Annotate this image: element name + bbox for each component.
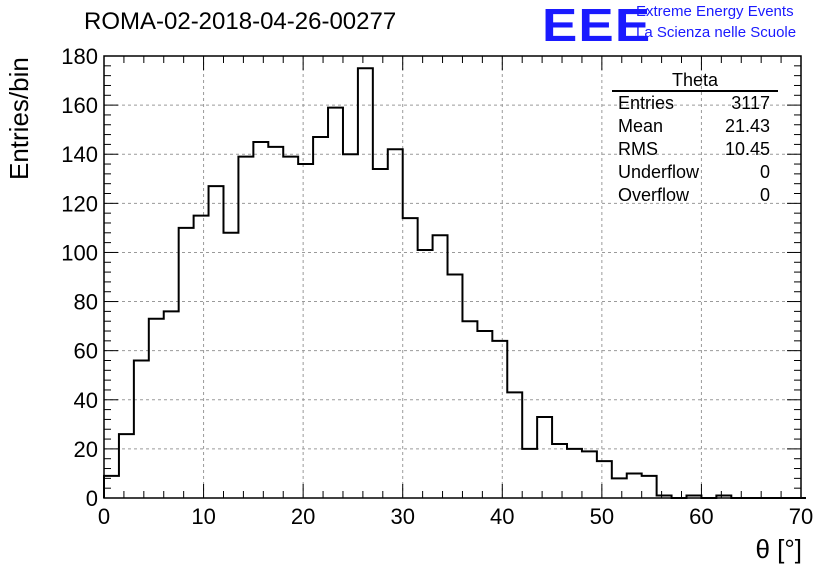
- eee-logo: EEE: [542, 0, 652, 51]
- x-tick-label: 0: [98, 504, 110, 529]
- x-tick-label: 60: [689, 504, 713, 529]
- histogram-bin: [433, 235, 448, 498]
- y-tick-label: 100: [61, 240, 98, 265]
- histogram-bin: [567, 449, 582, 498]
- stats-value: 0: [759, 162, 770, 182]
- histogram-bin: [358, 68, 373, 498]
- histogram-bin: [119, 434, 134, 498]
- stats-row: Entries 3117: [612, 92, 778, 115]
- stats-row: Underflow 0: [612, 161, 778, 184]
- y-tick-label: 140: [61, 142, 98, 167]
- plot-frame: [103, 55, 802, 499]
- histogram-bin: [418, 250, 433, 498]
- logo-line-2: La Scienza nelle Scuole: [636, 24, 797, 41]
- x-tick-label: 10: [191, 504, 215, 529]
- histogram-bin: [582, 451, 597, 498]
- histogram-bin: [343, 154, 358, 498]
- y-tick-label: 40: [74, 388, 98, 413]
- y-tick-label: 80: [74, 290, 98, 315]
- histogram-bin: [612, 478, 627, 498]
- stats-label: Mean: [618, 116, 664, 136]
- stats-row: Overflow 0: [612, 184, 778, 207]
- grid: [104, 56, 801, 498]
- histogram-bin: [537, 417, 552, 498]
- stats-label: Underflow: [618, 162, 700, 182]
- histogram-outline: [103, 67, 806, 499]
- stats-value: 0: [759, 185, 770, 205]
- histogram-bin: [253, 142, 268, 498]
- histogram-bin: [477, 331, 492, 498]
- histogram-bin: [448, 275, 463, 498]
- x-tick-label: 20: [291, 504, 315, 529]
- histogram-bin: [462, 321, 477, 498]
- chart-title: ROMA-02-2018-04-26-00277: [84, 8, 397, 35]
- histogram-bin: [179, 228, 194, 498]
- histogram-bin: [552, 444, 567, 498]
- stats-row: Mean 21.43: [612, 115, 778, 138]
- y-tick-label: 160: [61, 93, 98, 118]
- stats-box: Theta Entries 3117 Mean 21.43 RMS 10.45 Underf…: [612, 70, 778, 207]
- stats-rows: Entries 3117 Mean 21.43 RMS 10.45 Underflow 0 Ov…: [612, 92, 778, 207]
- histogram-bin: [194, 216, 209, 498]
- histogram-bin: [149, 319, 164, 498]
- y-tick-label: 60: [74, 339, 98, 364]
- histogram-bin: [209, 186, 224, 498]
- x-tick-label: 30: [390, 504, 414, 529]
- histogram-bin: [134, 360, 149, 498]
- stats-label: Overflow: [618, 185, 690, 205]
- histogram-bin: [164, 311, 179, 498]
- histogram-bin: [283, 157, 298, 498]
- histogram-bin: [298, 164, 313, 498]
- histogram-bin: [223, 233, 238, 498]
- stats-row: RMS 10.45: [612, 138, 778, 161]
- stats-label: Entries: [618, 93, 675, 113]
- histogram-bin: [507, 392, 522, 498]
- stats-value: 21.43: [724, 116, 770, 136]
- y-tick-label: 0: [86, 486, 98, 511]
- x-tick-label: 50: [590, 504, 614, 529]
- histogram-bin: [313, 137, 328, 498]
- histogram-bin: [268, 147, 283, 498]
- y-axis-label: Entries/bin: [4, 57, 34, 180]
- logo-line-1: Extreme Energy Events: [636, 3, 794, 20]
- axes: [103, 55, 802, 499]
- histogram-bin: [403, 218, 418, 498]
- stats-value: 3117: [731, 93, 770, 113]
- histogram-bin: [597, 461, 612, 498]
- stats-label: RMS: [618, 139, 658, 159]
- histogram-bin: [642, 476, 657, 498]
- histogram-bin: [238, 157, 253, 498]
- histogram-bin: [328, 108, 343, 498]
- histogram-bin: [627, 473, 642, 498]
- y-tick-label: 180: [61, 44, 98, 69]
- histogram-bin: [388, 149, 403, 498]
- histogram-series: [103, 67, 806, 499]
- stats-value: 10.45: [724, 139, 770, 159]
- stats-title: Theta: [612, 70, 778, 92]
- histogram-bin: [492, 341, 507, 498]
- histogram-bin: [522, 449, 537, 498]
- tick-labels: 0 10 20 30 40 50 60 70 0 20 40 60 80 100 120 140 160 180: [61, 44, 813, 529]
- x-tick-label: 70: [789, 504, 813, 529]
- y-tick-label: 120: [61, 191, 98, 216]
- histogram-bin: [104, 476, 119, 498]
- y-tick-label: 20: [74, 437, 98, 462]
- x-axis-label: θ [°]: [755, 534, 802, 564]
- x-tick-label: 40: [490, 504, 514, 529]
